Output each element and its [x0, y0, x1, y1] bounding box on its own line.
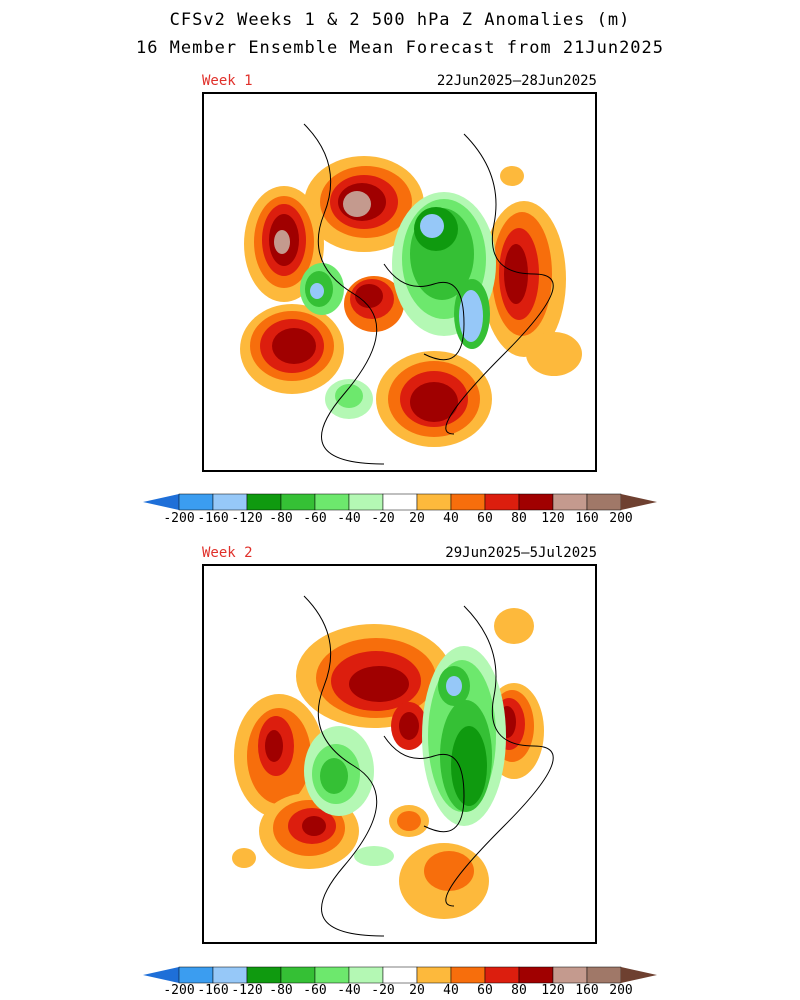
cbar-label: -200 [163, 511, 195, 526]
week1-colorbar [143, 493, 657, 511]
week1-trough-south [325, 379, 373, 419]
cbar-label: -120 [231, 511, 263, 526]
week2-trough-west [304, 726, 394, 866]
week2-ridge-north-america [232, 805, 489, 919]
cbar-label: -60 [303, 983, 327, 998]
cbar-label: -20 [371, 983, 395, 998]
cbar-label: 80 [511, 511, 527, 526]
week1-trough-west [300, 263, 344, 315]
week2-trough-siberia [422, 646, 506, 826]
cbar-label: -120 [231, 983, 263, 998]
week2-ridge-atlantic [234, 694, 324, 818]
cbar-label: 160 [575, 983, 599, 998]
week1-label: Week 1 [202, 73, 253, 89]
cbar-label: -160 [197, 511, 229, 526]
cbar-label: 160 [575, 511, 599, 526]
cbar-label: 120 [541, 511, 565, 526]
week1-trough-siberia [392, 192, 496, 349]
week2-map [202, 564, 597, 944]
cbar-label: -20 [371, 511, 395, 526]
cbar-label: 80 [511, 983, 527, 998]
cbar-label: 40 [443, 983, 459, 998]
week1-ridge-central [344, 276, 404, 332]
week1-colorbar-labels: -200 -160 -120 -80 -60 -40 -20 20 40 60 … [143, 511, 657, 527]
figure-subtitle: 16 Member Ensemble Mean Forecast from 21… [135, 38, 665, 58]
week1-date-range: 22Jun2025–28Jun2025 [436, 73, 597, 89]
week2-map-graphic [232, 595, 554, 937]
figure-title: CFSv2 Weeks 1 & 2 500 hPa Z Anomalies (m… [169, 10, 631, 30]
cbar-label: 120 [541, 983, 565, 998]
week2-date-range: 29Jun2025–5Jul2025 [445, 545, 597, 561]
cbar-label: 40 [443, 511, 459, 526]
cbar-label: -60 [303, 511, 327, 526]
cbar-label: 200 [609, 983, 633, 998]
cbar-label: -160 [197, 983, 229, 998]
week1-ridge-europe [304, 156, 424, 252]
week1-ridge-west [240, 304, 344, 394]
week2-ridge-europe [296, 624, 452, 750]
cbar-label: -80 [269, 511, 293, 526]
cbar-label: 20 [409, 511, 425, 526]
week1-map-graphic [240, 123, 582, 465]
week1-map [202, 92, 597, 472]
week2-colorbar [143, 966, 657, 984]
week1-ridge-atlantic [244, 186, 324, 302]
week1-ridge-north-america [376, 351, 492, 447]
cbar-label: -40 [337, 511, 361, 526]
cbar-label: -40 [337, 983, 361, 998]
cbar-label: 60 [477, 511, 493, 526]
cbar-label: -200 [163, 983, 195, 998]
cbar-label: -80 [269, 983, 293, 998]
week1-ridge-pacific-east [482, 201, 582, 376]
cbar-label: 200 [609, 511, 633, 526]
week2-label: Week 2 [202, 545, 253, 561]
cbar-label: 60 [477, 983, 493, 998]
week2-colorbar-labels: -200 -160 -120 -80 -60 -40 -20 20 40 60 … [143, 983, 657, 999]
cbar-label: 20 [409, 983, 425, 998]
